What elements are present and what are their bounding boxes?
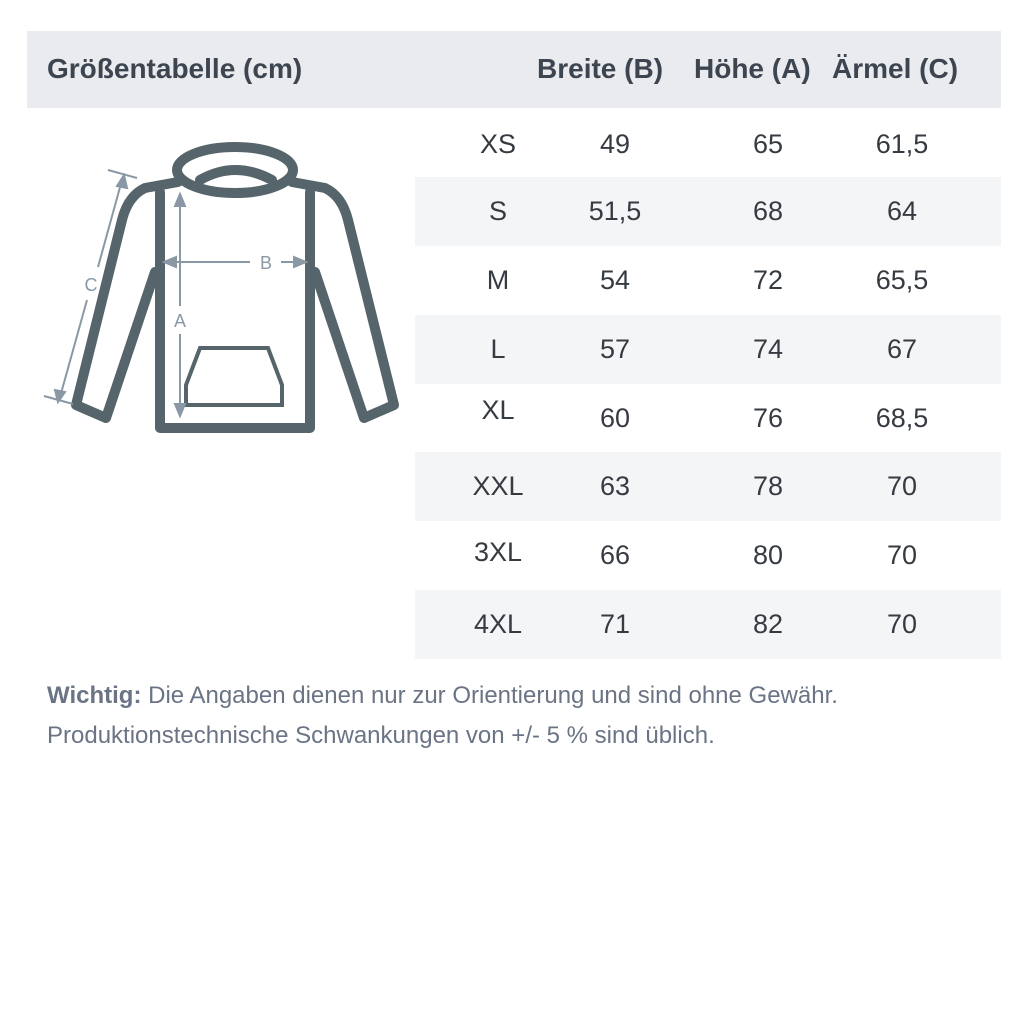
note-line-2: Produktionstechnische Schwankungen von +… (47, 722, 715, 749)
pocket-icon (184, 346, 284, 407)
size-cell: XXL (472, 471, 524, 501)
size-cell: XL (481, 395, 515, 425)
hoodie-diagram: A B C (43, 142, 399, 433)
table-row: L 57 74 67 (415, 315, 1001, 384)
column-header-height: Höhe (A) (694, 53, 811, 84)
note-label: Wichtig: (47, 682, 142, 709)
hoodie-outline-icon (71, 142, 399, 433)
table-row: 4XL 71 82 70 (415, 590, 1001, 659)
height-cell: 76 (752, 403, 784, 433)
sleeve-cell: 67 (886, 334, 918, 364)
height-cell: 65 (752, 129, 784, 159)
height-cell: 72 (752, 265, 784, 295)
height-cell: 78 (752, 471, 784, 501)
height-cell: 74 (752, 334, 784, 364)
width-cell: 71 (599, 609, 631, 639)
width-cell: 49 (599, 129, 631, 159)
note-line-1: Die Angaben dienen nur zur Orientierung … (141, 682, 838, 709)
page-title: Größentabelle (cm) (47, 53, 303, 84)
width-cell: 54 (599, 265, 631, 295)
column-header-sleeve: Ärmel (C) (832, 53, 959, 84)
sleeve-cell: 61,5 (875, 129, 929, 159)
sleeve-cell: 70 (886, 540, 918, 570)
disclaimer-note: Wichtig: Die Angaben dienen nur zur Orie… (47, 676, 838, 756)
width-cell: 63 (599, 471, 631, 501)
column-header-width: Breite (B) (537, 53, 664, 84)
sleeve-cell: 65,5 (875, 265, 929, 295)
label-b: B (260, 253, 272, 273)
width-cell: 57 (599, 334, 631, 364)
table-header: Größentabelle (cm) Breite (B) Höhe (A) Ä… (27, 31, 1001, 108)
table-row: XL 60 76 68,5 (415, 384, 1001, 453)
height-cell: 80 (752, 540, 784, 570)
height-cell: 68 (752, 196, 784, 226)
table-row: S 51,5 68 64 (415, 177, 1001, 246)
table-row: M 54 72 65,5 (415, 246, 1001, 315)
label-c: C (85, 275, 98, 295)
size-cell: XS (479, 129, 517, 159)
size-cell: M (486, 265, 510, 295)
width-cell: 51,5 (588, 196, 642, 226)
table-row: XS 49 65 61,5 (415, 110, 1001, 179)
height-cell: 82 (752, 609, 784, 639)
label-a: A (174, 311, 186, 331)
size-cell: L (490, 334, 506, 364)
size-cell: 3XL (473, 537, 523, 567)
table-row: XXL 63 78 70 (415, 452, 1001, 521)
sleeve-cell: 70 (886, 471, 918, 501)
sleeve-cell: 68,5 (875, 403, 929, 433)
sleeve-cell: 70 (886, 609, 918, 639)
sleeve-cell: 64 (886, 196, 918, 226)
table-row: 3XL 66 80 70 (415, 521, 1001, 590)
size-cell: S (488, 196, 507, 226)
width-cell: 60 (599, 403, 631, 433)
sleeve-arrow (97, 179, 123, 268)
width-cell: 66 (599, 540, 631, 570)
size-cell: 4XL (473, 609, 523, 639)
